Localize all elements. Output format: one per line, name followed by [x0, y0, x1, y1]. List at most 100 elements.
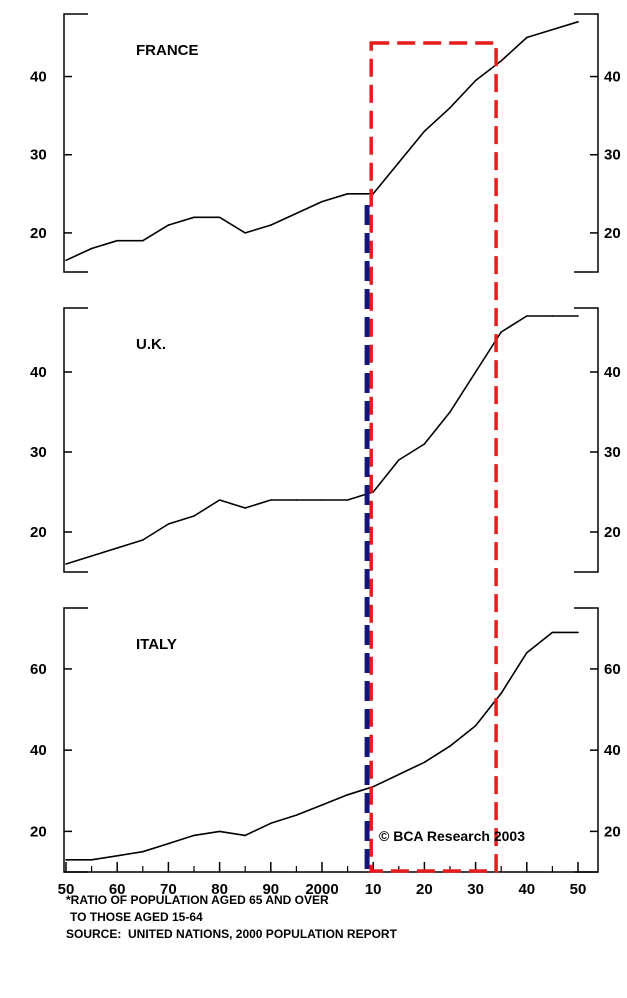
panel-uk: 20 20 30 30 40 40 U.K. — [30, 307, 621, 573]
data-point — [449, 411, 451, 413]
left-axis — [63, 607, 88, 873]
data-point — [218, 216, 221, 219]
panel-italy: 20 20 40 40 60 60 ITALY — [30, 607, 621, 873]
data-point — [295, 499, 298, 501]
data-point — [116, 239, 118, 242]
panel-title: FRANCE — [136, 42, 199, 59]
left-axis — [63, 307, 88, 573]
x-tick-label: 30 — [467, 881, 484, 898]
data-point — [551, 315, 554, 317]
data-point — [423, 130, 426, 133]
data-point — [526, 651, 528, 654]
data-point — [551, 631, 554, 634]
credit-label: © BCA Research 2003 — [379, 828, 525, 844]
data-point — [90, 247, 93, 250]
data-point — [270, 224, 272, 226]
y-tick-label: 40 — [30, 69, 47, 86]
x-tick-label: 80 — [211, 881, 228, 898]
data-point — [244, 834, 246, 837]
y-tick-label-right: 20 — [604, 524, 621, 541]
data-point — [218, 830, 221, 833]
data-point — [474, 79, 477, 82]
data-point — [500, 692, 503, 695]
y-tick-label-right: 40 — [604, 742, 621, 759]
y-tick-label-right: 40 — [604, 69, 621, 86]
data-point — [90, 859, 93, 861]
y-tick-label: 60 — [30, 661, 47, 678]
data-point — [577, 631, 579, 634]
x-tick-label: 40 — [518, 881, 535, 898]
data-point — [65, 259, 67, 262]
data-point — [449, 745, 451, 747]
y-tick-label: 20 — [30, 225, 47, 242]
data-point — [244, 507, 246, 509]
data-point — [116, 547, 118, 549]
data-point — [500, 331, 503, 333]
series-line — [66, 631, 578, 861]
y-tick-label-right: 30 — [604, 444, 621, 461]
data-point — [142, 539, 144, 541]
data-point — [346, 193, 349, 195]
data-point — [423, 443, 426, 445]
data-point — [346, 794, 349, 796]
right-axis — [574, 607, 599, 873]
data-point — [193, 834, 195, 837]
data-point — [321, 200, 323, 203]
right-axis — [574, 13, 599, 273]
data-point — [167, 842, 170, 845]
data-point — [398, 459, 400, 461]
data-point — [142, 239, 144, 242]
y-tick-label-right: 60 — [604, 661, 621, 678]
panel-title: ITALY — [136, 636, 177, 653]
data-point — [142, 850, 144, 853]
y-tick-label: 40 — [30, 364, 47, 381]
x-tick-label: 20 — [416, 881, 433, 898]
x-tick-label: 2000 — [305, 881, 338, 898]
data-point — [526, 315, 528, 317]
data-point — [167, 224, 170, 226]
data-point — [295, 814, 298, 816]
data-point — [423, 761, 426, 764]
data-point — [218, 499, 221, 501]
y-tick-label-right: 20 — [604, 823, 621, 840]
data-point — [398, 161, 400, 164]
data-point — [577, 315, 579, 317]
data-point — [449, 107, 451, 109]
data-point — [500, 60, 503, 62]
data-point — [321, 499, 323, 501]
panel-title: U.K. — [136, 336, 166, 353]
data-point — [526, 36, 528, 39]
data-point — [577, 21, 579, 23]
y-tick-label: 30 — [30, 147, 47, 164]
data-point — [65, 563, 67, 565]
data-point — [193, 216, 195, 219]
series-line — [65, 315, 578, 565]
data-point — [90, 555, 93, 557]
data-point — [321, 804, 323, 806]
y-tick-label-right: 40 — [604, 364, 621, 381]
panel-france: 20 20 30 30 40 40 FRANCE — [30, 13, 621, 273]
x-tick-label: 60 — [109, 881, 126, 898]
y-tick-label-right: 30 — [604, 147, 621, 164]
data-point — [551, 28, 554, 31]
data-point — [346, 499, 349, 501]
data-point — [65, 859, 67, 861]
y-tick-label: 20 — [30, 823, 47, 840]
x-axis: 50 60 70 80 90 2000 10 20 30 40 50 — [58, 862, 598, 898]
x-tick-label: 10 — [365, 881, 382, 898]
data-point — [295, 212, 298, 215]
data-point — [193, 515, 195, 517]
data-point — [167, 523, 170, 525]
data-point — [398, 773, 400, 776]
data-point — [270, 499, 272, 501]
x-tick-label: 90 — [262, 881, 279, 898]
data-point — [244, 232, 246, 234]
y-tick-label: 40 — [30, 742, 47, 759]
x-tick-label: 50 — [570, 881, 587, 898]
data-point — [474, 371, 477, 373]
y-tick-label-right: 20 — [604, 225, 621, 242]
footnote-line-2: TO THOSE AGED 15-64 — [70, 910, 203, 924]
y-tick-label: 20 — [30, 524, 47, 541]
